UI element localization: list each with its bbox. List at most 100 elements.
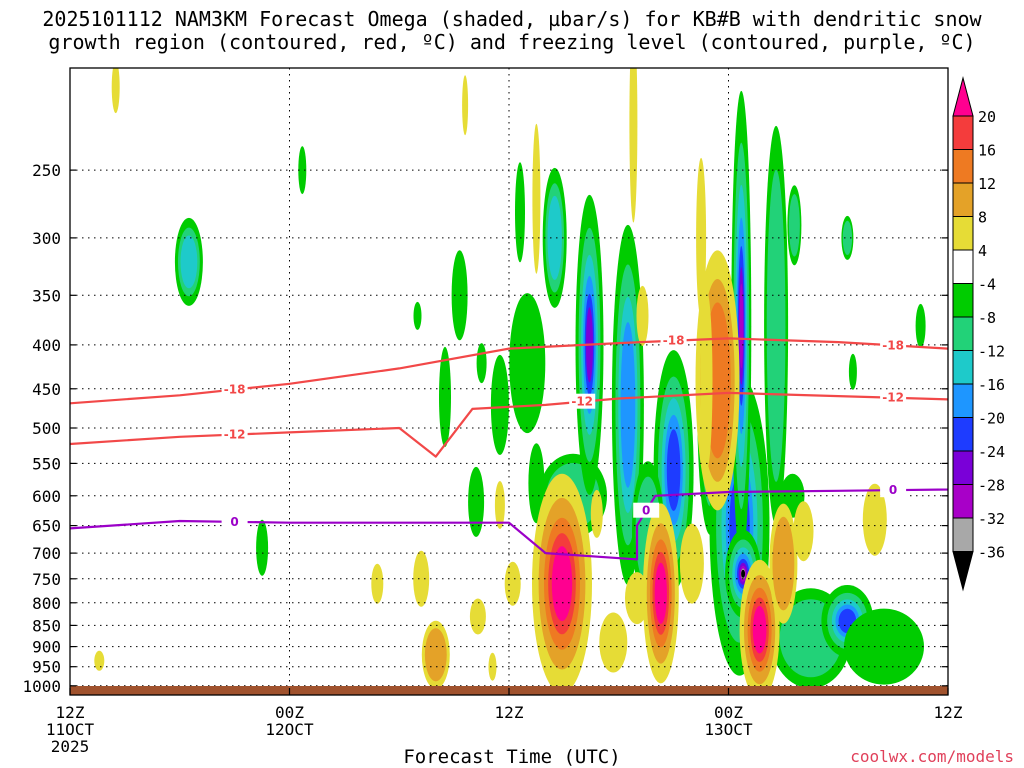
omega-pos-4-pos4 [469,598,486,635]
x-tick-label-24-1: 12Z [495,703,524,722]
omega-neg-2-n4 [298,146,307,195]
y-tick-label-950: 950 [32,658,61,677]
omega-pos-18-pos4 [862,483,887,556]
omega-neg-1-n4 [256,519,269,576]
y-tick-label-750: 750 [32,570,61,589]
colorbar-label--32: -32 [978,510,1005,528]
omega-neg-18-n8 [766,169,786,482]
omega-neg-34-n4 [439,346,451,447]
omega-pos-15-pos20 [752,605,767,654]
y-tick-label-600: 600 [32,487,61,506]
y-tick-label-450: 450 [32,380,61,399]
omega-pos-16-pos8 [772,516,795,611]
omega-colorbar: 20 16 12 8 4 -4 -8 -12 -16 -20 -24 -28 -32 -36 [952,76,1005,592]
colorbar-swatch-3 [952,182,974,217]
colorbar-label--4: -4 [978,276,996,294]
omega-pos-1-pos4 [371,563,384,604]
omega-pos-21-pos4 [629,68,638,223]
contour-label-bg-2-1 [633,502,660,518]
y-tick-label-250: 250 [32,161,61,180]
credit-link[interactable]: coolwx.com/models [850,747,1014,766]
omega-pos-2-pos4 [413,550,430,607]
colorbar-swatch-1 [952,115,974,150]
omega-pos-9-pos4 [599,612,628,673]
colorbar-label-16: 16 [978,142,996,160]
omega-neg-17-n28 [739,283,744,369]
grid-lines [70,68,948,695]
contour-label-bg-0-1 [660,332,687,348]
colorbar-swatch-7 [952,316,974,351]
omega-pos-14-pos4 [700,290,713,471]
x-tick-label-36-1: 00Z [714,703,743,722]
colorbar-label--8: -8 [978,309,996,327]
contour-label-bg-2-2 [880,482,907,498]
omega-neg-6-n4 [413,301,422,330]
contour-label-2-0: 0 [230,515,238,529]
x-tick-label-48-1: 12Z [934,703,963,722]
x-tick-label-12-1: 00Z [275,703,304,722]
colorbar-swatch-11 [952,450,974,485]
x-tick-label-0-2: 11OCT [46,720,95,739]
y-tick-label-550: 550 [32,454,61,473]
omega-neg-19-n36 [741,569,746,578]
colorbar-swatch-14 [952,551,974,592]
colorbar-label-12: 12 [978,175,996,193]
colorbar-swatch-13 [952,517,974,552]
omega-neg-3-n4 [468,466,485,537]
omega-pos-7-pos20 [551,546,573,622]
y-tick-label-800: 800 [32,594,61,613]
contour-label-bg-1-1 [569,393,596,409]
contour-label-0-0: -18 [224,383,246,397]
y-tick-label-850: 850 [32,616,61,635]
omega-pos-26-pos4 [94,650,105,671]
contour-label-1-0: -12 [224,428,246,442]
contour-line-1 [70,391,948,458]
contour-label-0-1: -18 [663,334,685,348]
omega-neg-27-n4 [915,303,926,348]
omega-pos-19-pos4 [532,123,541,274]
omega-neg-8-n4 [509,293,546,434]
colorbar-label--36: -36 [978,544,1005,562]
contour-label-bg-1-0 [221,426,248,442]
contour-line-2 [70,488,948,561]
colorbar-swatch-6 [952,283,974,318]
x-tick-label-0-3: 2025 [51,737,90,756]
omega-neg-5-n4 [476,343,487,384]
colorbar-swatch-9 [952,383,974,418]
omega-neg-35-n4 [451,250,468,341]
colorbar-label--12: -12 [978,343,1005,361]
omega-pos-25-pos4 [636,285,649,346]
omega-shading-layer [94,68,1012,695]
colorbar-swatch-0 [952,76,974,117]
contour-label-0-2: -18 [882,338,904,352]
colorbar-swatch-12 [952,484,974,519]
omega-pos-22-pos4 [462,75,469,136]
y-tick-label-700: 700 [32,544,61,563]
y-tick-label-650: 650 [32,517,61,536]
colorbar-label--24: -24 [978,443,1005,461]
contour-label-2-2: 0 [889,483,897,497]
omega-neg-36-n12 [547,195,562,280]
contour-line-0 [70,337,948,405]
omega-neg-7-n4 [515,162,525,263]
y-tick-label-900: 900 [32,638,61,657]
omega-pos-5-pos4 [504,561,521,606]
omega-pos-8-pos4 [590,489,603,538]
contour-label-bg-0-2 [880,337,907,353]
omega-neg-25-n4 [848,353,857,390]
colorbar-label-20: 20 [978,108,996,126]
omega-neg-28-n4 [1008,327,1012,417]
x-tick-label-36-2: 13OCT [704,720,753,739]
x-tick-label-0-1: 12Z [56,703,85,722]
y-tick-label-500: 500 [32,419,61,438]
contour-label-bg-2-0 [221,513,248,529]
omega-pos-24-pos4 [488,652,497,681]
omega-pos-11-pos20 [654,562,667,625]
contour-label-1-2: -12 [882,391,904,405]
pressure-axis: 250 300 350 400 450 500 550 600 650 700 750 800 850 9… [22,161,948,696]
omega-pos-12-pos4 [679,523,704,604]
y-tick-label-1000: 1000 [22,677,61,696]
omega-pos-17-pos4 [793,501,814,562]
omega-pos-3-pos8 [424,628,447,682]
